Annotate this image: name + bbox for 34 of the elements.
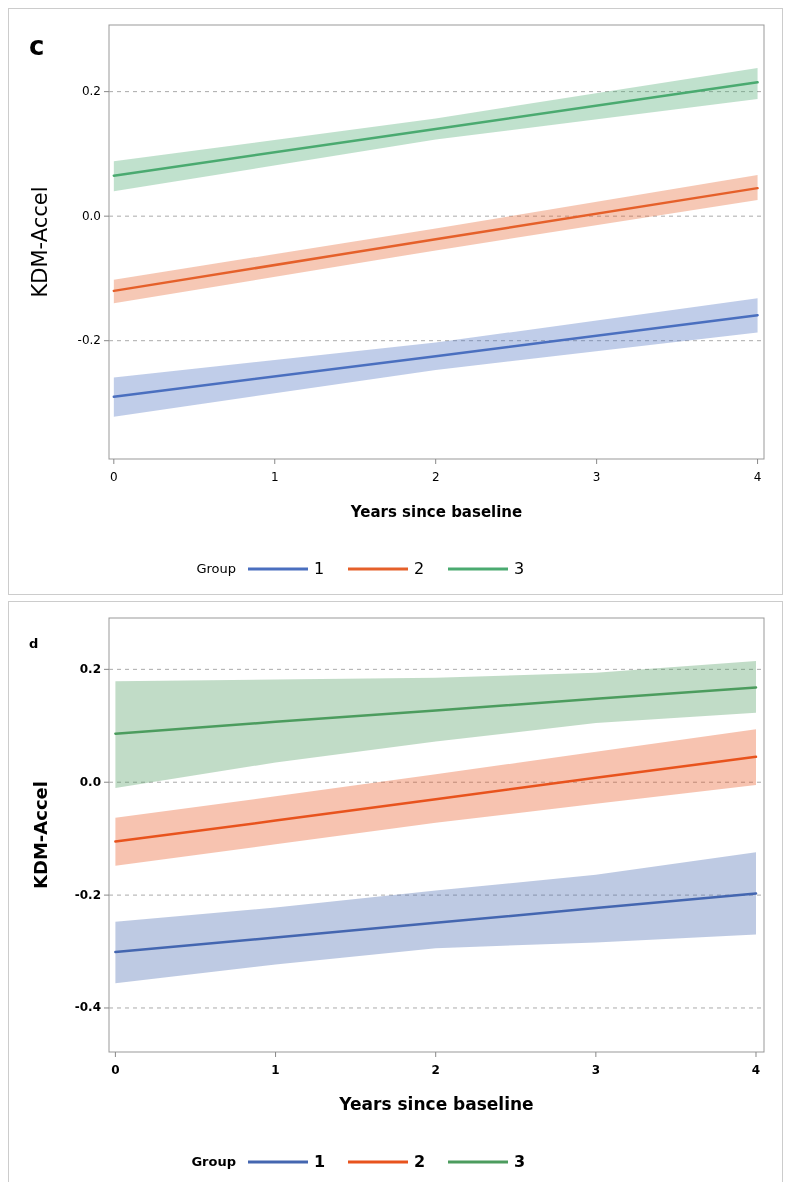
y-axis-title: KDM-Accel — [30, 781, 51, 889]
x-tick-label: 2 — [431, 1063, 440, 1077]
legend-label: 3 — [514, 558, 525, 578]
x-tick-label: 0 — [110, 470, 118, 484]
legend-title: Group — [191, 1153, 236, 1169]
legend-label: 1 — [314, 1151, 326, 1171]
x-tick-label: 2 — [431, 470, 440, 484]
legend-label: 3 — [514, 1151, 526, 1171]
y-tick-label: 0.0 — [81, 208, 101, 223]
x-tick-label: 1 — [270, 470, 279, 484]
y-tick-label: 0.2 — [79, 661, 101, 676]
legend-label: 2 — [414, 558, 425, 578]
x-tick-label: 3 — [592, 470, 601, 484]
y-tick-label: -0.2 — [77, 333, 101, 348]
x-tick-label: 4 — [751, 1063, 761, 1077]
line-series — [114, 686, 758, 735]
y-tick-label: -0.4 — [74, 1000, 101, 1015]
x-axis-title: Years since baseline — [338, 1094, 534, 1114]
x-axis-title: Years since baseline — [349, 503, 523, 521]
legend-title: Group — [196, 560, 236, 576]
line-series — [114, 892, 758, 954]
line-series — [114, 755, 758, 843]
y-tick-label: -0.2 — [74, 887, 101, 902]
x-tick-label: 0 — [111, 1063, 120, 1077]
legend-label: 1 — [314, 558, 325, 578]
legend-label: 2 — [414, 1151, 426, 1171]
text: d — [29, 636, 39, 651]
y-axis-title: KDM-Accel — [28, 186, 52, 298]
chart-title: c — [29, 31, 45, 61]
x-tick-label: 3 — [591, 1063, 601, 1077]
x-tick-label: 4 — [753, 470, 762, 484]
x-tick-label: 1 — [271, 1063, 280, 1077]
y-tick-label: 0.2 — [81, 84, 101, 99]
y-tick-label: 0.0 — [79, 774, 101, 789]
